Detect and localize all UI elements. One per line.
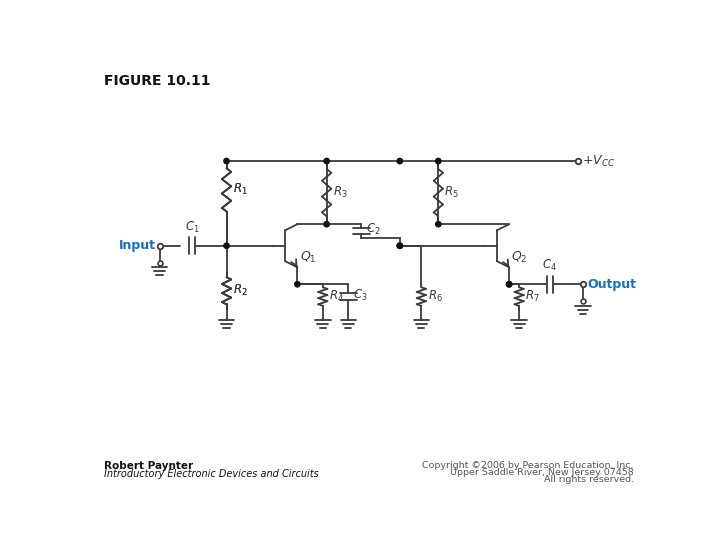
Text: $R_5$: $R_5$ — [444, 185, 459, 200]
Circle shape — [324, 158, 329, 164]
Circle shape — [224, 158, 229, 164]
Text: $R_1$: $R_1$ — [233, 183, 248, 198]
Text: $R_1$: $R_1$ — [233, 183, 248, 198]
Text: Input: Input — [119, 239, 156, 252]
Text: $R_4$: $R_4$ — [329, 289, 344, 304]
Text: $Q_1$: $Q_1$ — [300, 249, 316, 265]
Text: $C_3$: $C_3$ — [353, 287, 368, 302]
Text: Copyright ©2006 by Pearson Education, Inc.: Copyright ©2006 by Pearson Education, In… — [423, 461, 634, 470]
Text: $R_6$: $R_6$ — [428, 289, 442, 304]
Text: $+V_{CC}$: $+V_{CC}$ — [582, 153, 615, 168]
Text: $R_2$: $R_2$ — [233, 284, 247, 298]
Circle shape — [506, 281, 512, 287]
Text: $R_3$: $R_3$ — [333, 185, 348, 200]
Circle shape — [436, 221, 441, 227]
Circle shape — [397, 158, 402, 164]
Text: All rights reserved.: All rights reserved. — [544, 475, 634, 484]
Circle shape — [224, 243, 229, 248]
Circle shape — [436, 158, 441, 164]
Text: Introductory Electronic Devices and Circuits: Introductory Electronic Devices and Circ… — [104, 469, 319, 479]
Circle shape — [397, 243, 402, 248]
Text: $C_4$: $C_4$ — [542, 258, 557, 273]
Circle shape — [397, 243, 402, 248]
Text: FIGURE 10.11: FIGURE 10.11 — [104, 74, 211, 88]
Text: $R_2$: $R_2$ — [233, 284, 247, 298]
Text: $C_1$: $C_1$ — [184, 220, 199, 235]
Text: $Q_2$: $Q_2$ — [511, 249, 528, 265]
Circle shape — [294, 281, 300, 287]
Text: Output: Output — [587, 278, 636, 291]
Text: $R_7$: $R_7$ — [526, 289, 540, 304]
Circle shape — [324, 221, 329, 227]
Text: $C_2$: $C_2$ — [366, 222, 381, 237]
Text: Robert Paynter: Robert Paynter — [104, 461, 193, 471]
Circle shape — [506, 281, 512, 287]
Text: Upper Saddle River, New Jersey 07458: Upper Saddle River, New Jersey 07458 — [450, 468, 634, 477]
